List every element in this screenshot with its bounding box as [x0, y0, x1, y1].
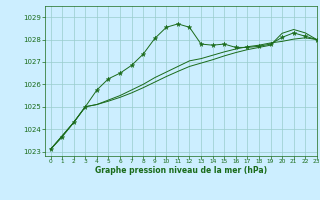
X-axis label: Graphe pression niveau de la mer (hPa): Graphe pression niveau de la mer (hPa)	[95, 166, 267, 175]
